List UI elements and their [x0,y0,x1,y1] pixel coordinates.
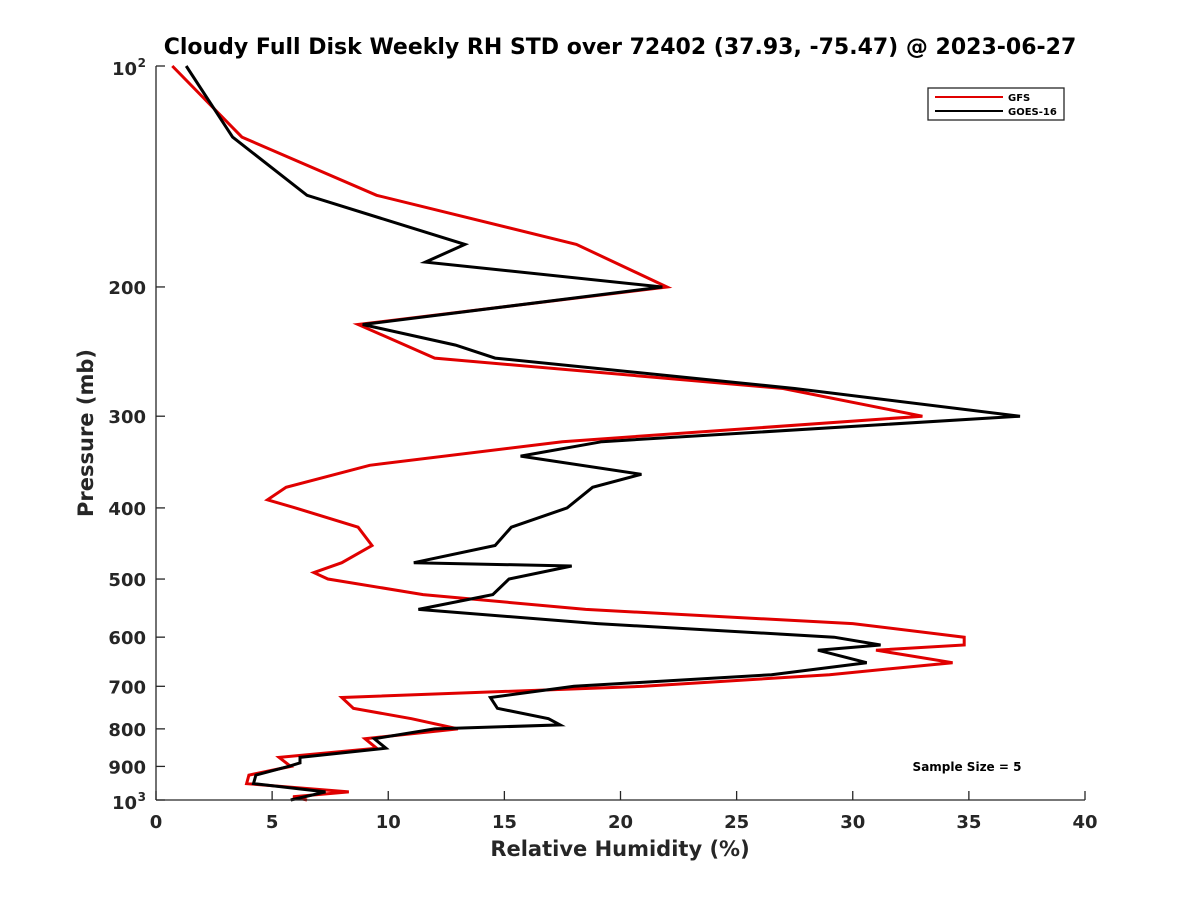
y-tick-label-exponent: 3 [138,790,146,804]
y-tick-label: 500 [108,570,146,591]
x-tick-label: 0 [150,812,163,833]
x-axis-label: Relative Humidity (%) [490,837,749,861]
sample-size-annotation: Sample Size = 5 [913,760,1022,774]
x-tick-label: 30 [840,812,865,833]
y-tick-label: 600 [108,628,146,649]
y-tick-label-exponent: 2 [138,56,146,70]
x-tick-label: 10 [376,812,401,833]
x-tick-label: 5 [266,812,279,833]
series-line-goes-16 [184,65,1021,802]
y-tick-label: 800 [108,720,146,741]
y-tick-label: 900 [108,757,146,778]
y-tick-label: 700 [108,677,146,698]
legend-label-gfs: GFS [1008,93,1030,104]
x-ticks: 0 5 10 15 20 25 30 35 40 [150,791,1098,833]
legend-label-goes-16: GOES-16 [1008,107,1057,118]
x-tick-label: 35 [956,812,981,833]
plot-area: 0 5 10 15 20 25 30 35 40 21020030040050060070080… [108,56,1097,833]
y-tick-label: 400 [108,499,146,520]
legend: GFS GOES-16 [927,87,1065,121]
x-tick-label: 20 [608,812,633,833]
x-tick-label: 15 [492,812,517,833]
y-axis-label: Pressure (mb) [74,349,98,517]
y-tick-label-base: 10 [112,793,137,814]
x-tick-label: 25 [724,812,749,833]
y-tick-label: 300 [108,407,146,428]
series-layer [171,64,1021,802]
y-tick-label: 200 [108,278,146,299]
y-tick-label-base: 10 [112,59,137,80]
chart-title: Cloudy Full Disk Weekly RH STD over 7240… [164,35,1077,60]
axes-background [156,66,1085,800]
legend-box [927,87,1065,121]
x-tick-label: 40 [1072,812,1097,833]
